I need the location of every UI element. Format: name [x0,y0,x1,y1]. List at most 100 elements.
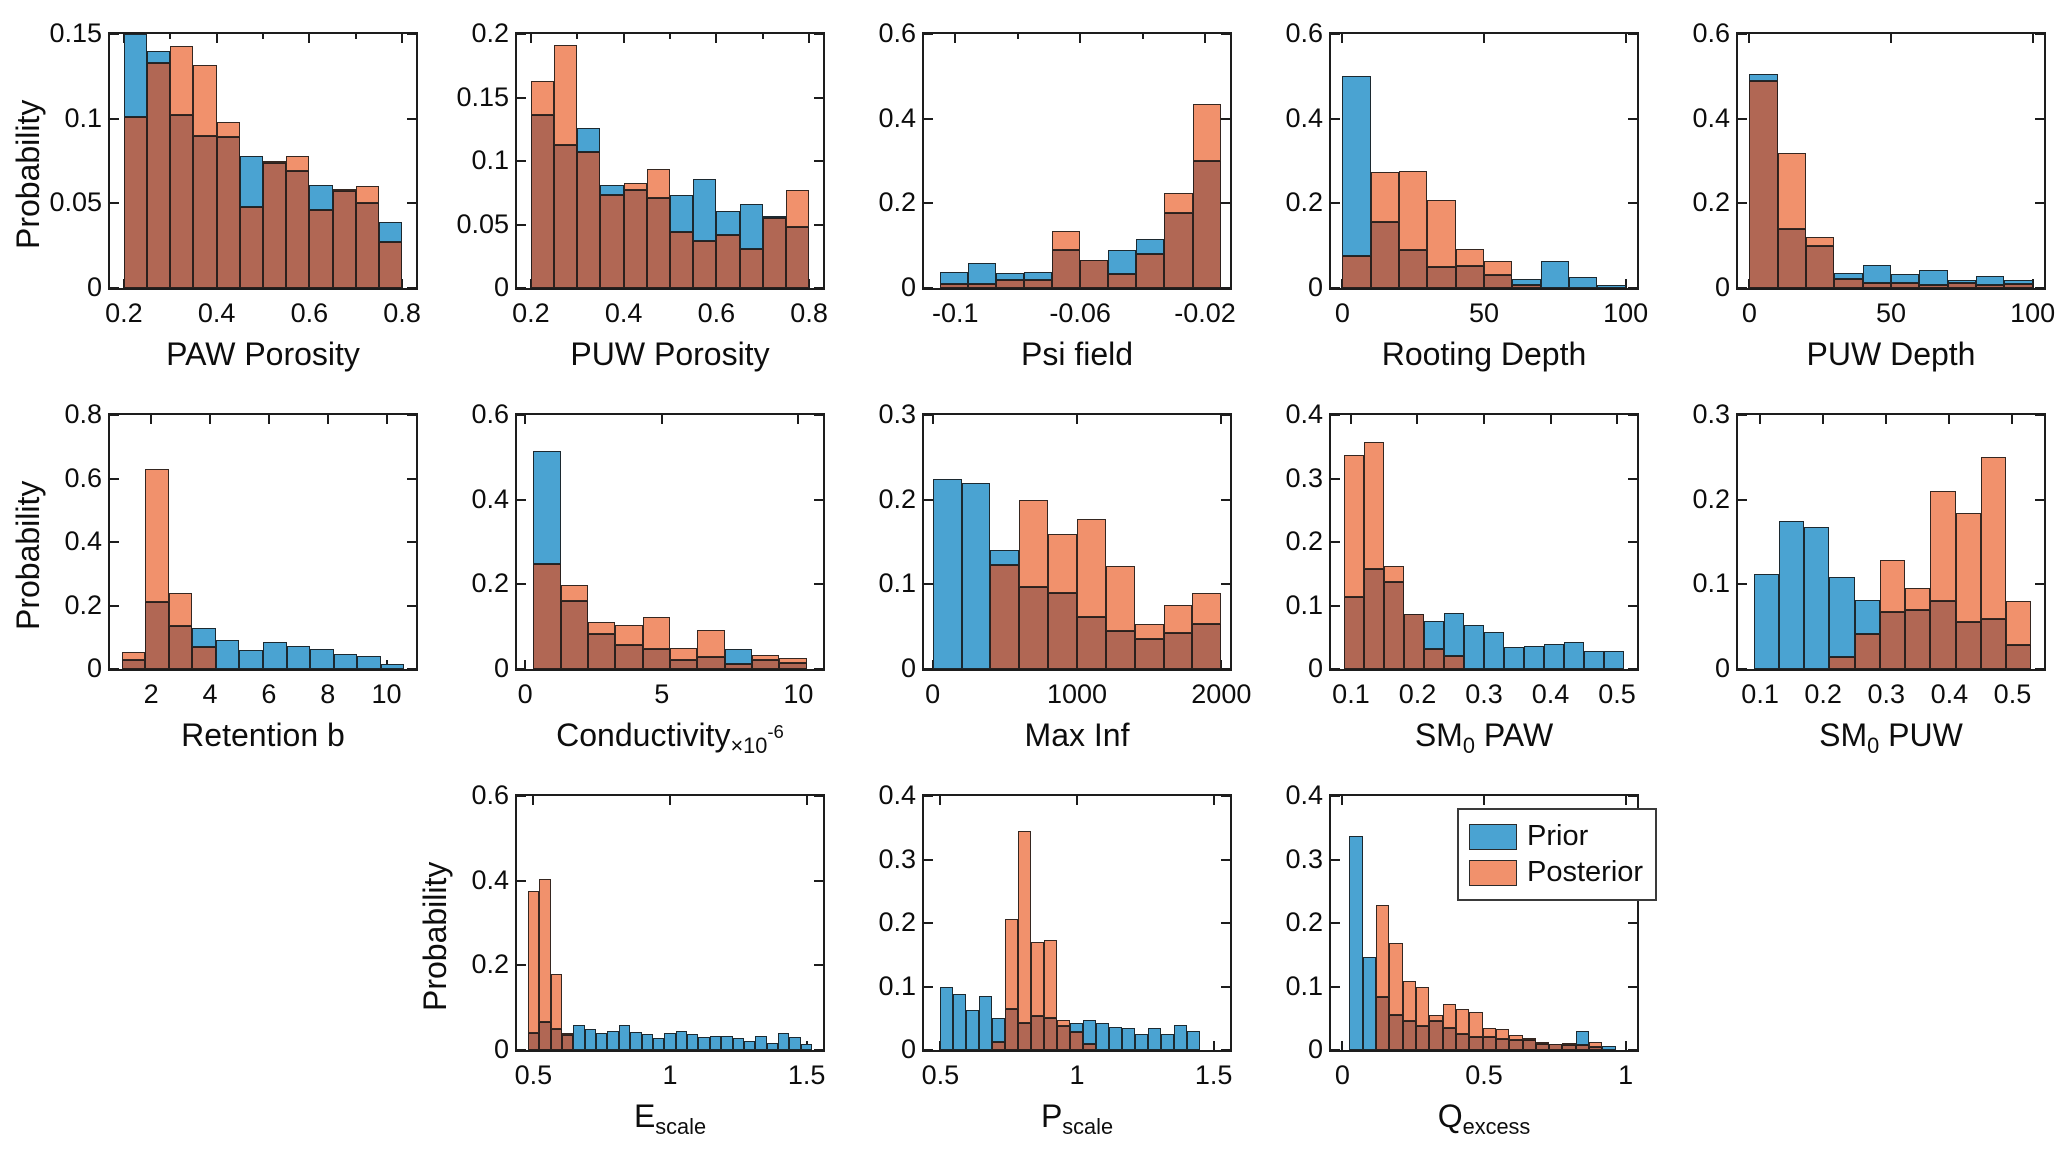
histogram-bar-posterior [1018,830,1032,1023]
histogram-bar-prior [1173,1024,1187,1050]
y-tick-mark [1331,1049,1340,1051]
histogram-bar-prior [777,1033,790,1050]
y-tick-label: 0.4 [1285,399,1323,429]
histogram-bar-prior [939,272,968,284]
histogram-bar-prior [1919,270,1948,285]
histogram-bar-prior [698,1037,710,1050]
y-tick-label: 0 [900,1034,916,1064]
histogram-bar-prior [573,1024,585,1050]
y-tick-mark [1628,33,1637,35]
x-tick-label: 5 [654,679,670,709]
histogram-bar-overlap [1105,630,1135,669]
histogram-bar-overlap [1522,1039,1536,1050]
y-tick-label: 0.1 [471,145,509,175]
x-tick-mark [401,34,404,43]
x-tick-label: 4 [202,679,218,709]
histogram-bar-prior [670,195,694,233]
histogram-bar-overlap [1829,657,1855,669]
histogram-bar-posterior [1019,499,1049,587]
histogram-bar-prior [215,640,240,669]
histogram-bar-overlap [1469,1036,1483,1050]
y-tick-mark [1331,117,1340,120]
y-tick-mark [407,202,416,205]
histogram-bar-overlap [1384,582,1405,669]
histogram-bar-overlap [192,646,216,669]
histogram-bar-prior [2004,279,2033,284]
histogram-bar-prior [716,210,740,235]
histogram-bar-prior [789,1037,801,1050]
y-tick-mark [1628,922,1637,924]
y-tick-label: 0.3 [1692,399,1730,429]
x-axis-label-part: -6 [767,721,784,743]
histogram-bar-prior [1583,651,1604,669]
x-tick-mark [1076,415,1078,424]
histogram-bar-prior [1444,613,1465,656]
y-tick-label: 0 [1307,272,1323,302]
y-tick-mark [1331,477,1340,480]
histogram-bar-prior [762,216,786,219]
histogram-bar-posterior [121,651,146,661]
y-tick-mark [1331,202,1340,205]
histogram-bar-overlap [355,203,379,288]
x-tick-label: 2000 [1191,679,1252,709]
y-tick-label: 0.4 [1285,780,1323,810]
histogram-bar-overlap [527,1033,540,1050]
y-tick-label: 0.4 [878,102,916,133]
y-tick-mark [517,287,526,289]
histogram-bar-overlap [1509,1039,1523,1050]
histogram-bar-overlap [1023,280,1052,288]
histogram-bar-posterior [1905,587,1931,610]
histogram-bar-prior [953,993,967,1050]
histogram-bar-posterior [550,973,563,1029]
x-axis-label: PAW Porosity [110,336,416,373]
legend-label: Posterior [1527,856,1644,888]
histogram-bar-overlap [779,662,807,669]
histogram-bar-prior [1186,1030,1200,1050]
paw-porosity-plot: 0.2 0.4 0.6 0.8 0 0.05 0.1 0.15 PAW Porosity Prob… [10,18,421,372]
histogram-bar-posterior [216,122,240,138]
y-tick-mark [110,668,119,670]
histogram-bar-prior [1976,276,2005,285]
y-tick-mark [814,668,823,670]
x-tick-label: 0.5 [921,1060,960,1090]
x-tick-label: 0.5 [1465,1060,1503,1090]
y-tick-mark [1331,414,1340,416]
histogram-bar-posterior [1442,1004,1456,1029]
x-tick-label: 0.5 [1993,679,2032,709]
x-tick-mark [715,34,718,43]
histogram-bar-overlap [1083,1043,1097,1050]
x-tick-mark [385,415,388,424]
x-axis-label: Psi field [924,336,1230,373]
x-tick-label: 0.6 [697,298,736,328]
histogram-bar-posterior [1399,170,1428,250]
y-tick-mark [110,202,119,205]
y-tick-mark [1221,985,1230,988]
y-tick-mark [924,202,933,205]
histogram-bar-posterior [697,630,725,658]
y-tick-mark [1331,922,1340,924]
x-tick-mark [1624,1041,1627,1050]
y-tick-mark [1331,985,1340,988]
x-axis-label: PUW Porosity [517,336,823,373]
histogram-bar-prior [739,204,763,249]
x-tick-mark [1076,796,1078,805]
x-tick-label: 1.5 [1194,1060,1233,1090]
y-tick-mark [517,795,526,797]
histogram-bar-overlap [193,135,217,288]
histogram-bar-prior [309,184,333,211]
histogram-bar-overlap [615,644,643,669]
histogram-bar-prior [755,1036,767,1050]
x-tick-label: 0.4 [1531,679,1570,709]
y-tick-mark [1628,541,1637,543]
histogram-bar-prior [1484,632,1504,669]
histogram-bar-posterior [1509,1034,1523,1040]
y-tick-mark [1221,583,1230,586]
histogram-bar-prior [966,1010,980,1050]
histogram-bar-overlap [1031,1015,1045,1050]
x-tick-mark [1624,279,1627,288]
histogram-bar-prior [721,1036,733,1050]
y-tick-mark [517,879,526,882]
histogram-bar-overlap [1399,249,1428,288]
y-tick-mark [924,1049,933,1051]
histogram-bar-overlap [1019,586,1049,669]
